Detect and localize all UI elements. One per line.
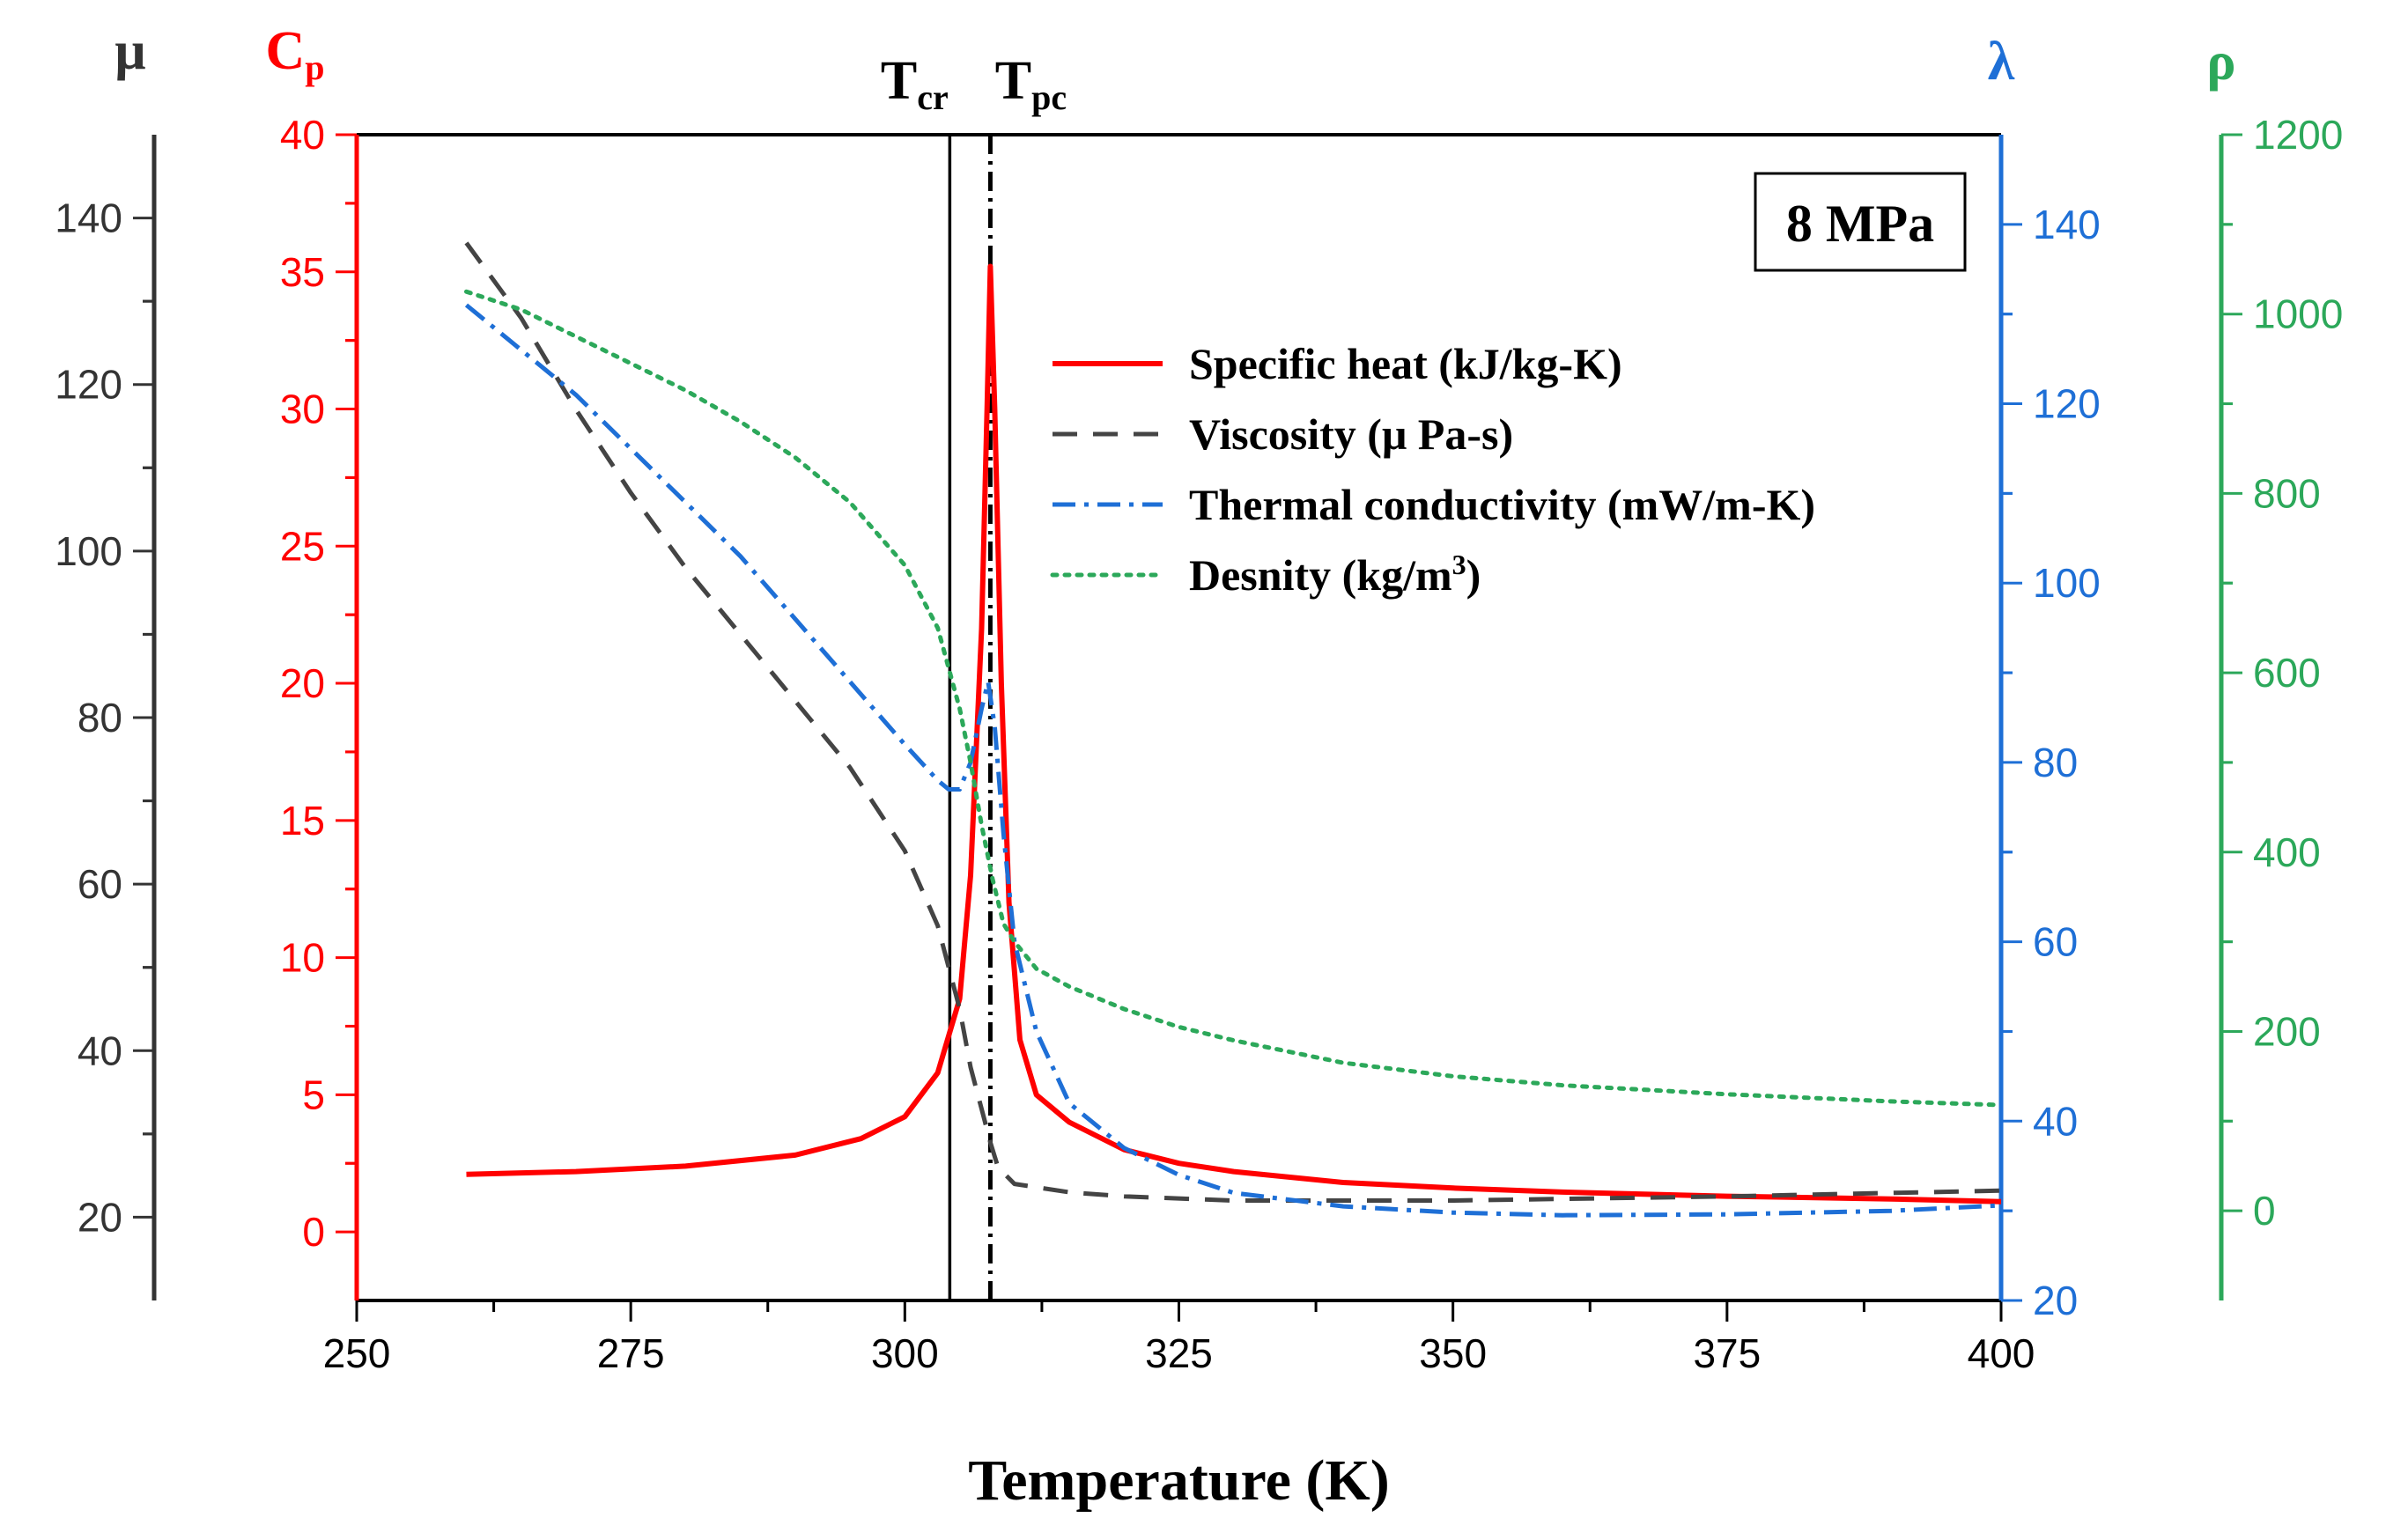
y-tick-label-cp: 5 bbox=[302, 1072, 325, 1117]
y-tick-label-cp: 35 bbox=[280, 249, 325, 295]
y-tick-label-mu: 40 bbox=[78, 1028, 122, 1073]
y-tick-label-cp: 30 bbox=[280, 387, 325, 432]
y-axis-title-mu: μ bbox=[114, 21, 145, 81]
y-tick-label-lambda: 100 bbox=[2033, 560, 2101, 606]
x-tick-label: 250 bbox=[323, 1330, 391, 1376]
y-tick-label-mu: 100 bbox=[55, 528, 122, 574]
y-tick-label-cp: 25 bbox=[280, 523, 325, 569]
y-tick-label-lambda: 80 bbox=[2033, 740, 2078, 785]
y-tick-label-mu: 120 bbox=[55, 362, 122, 408]
y-tick-label-cp: 20 bbox=[280, 660, 325, 706]
y-tick-label-cp: 40 bbox=[280, 112, 325, 158]
x-tick-label: 300 bbox=[871, 1330, 939, 1376]
x-tick-label: 400 bbox=[1968, 1330, 2035, 1376]
y-axis-title-rho: ρ bbox=[2206, 32, 2235, 92]
y-tick-label-rho: 0 bbox=[2253, 1188, 2276, 1234]
x-axis-title: Temperature (K) bbox=[968, 1448, 1389, 1513]
y-axis-mu: 20 40 60 80 100 120 140 μ bbox=[55, 21, 157, 1300]
y-tick-label-lambda: 140 bbox=[2033, 202, 2101, 247]
y-axis-title-lambda: λ bbox=[1988, 32, 2015, 92]
y-tick-label-cp: 10 bbox=[280, 935, 325, 981]
y-axis-rho: 0 200 400 600 800 1000 1200 ρ bbox=[2206, 32, 2343, 1300]
vline-label-pc: Tpc bbox=[995, 51, 1067, 117]
x-tick-label: 275 bbox=[597, 1330, 665, 1376]
x-tick-label: 375 bbox=[1693, 1330, 1761, 1376]
y-tick-label-lambda: 40 bbox=[2033, 1098, 2078, 1144]
y-axis-title-cp: Cp bbox=[265, 21, 324, 87]
y-tick-label-mu: 140 bbox=[55, 195, 122, 241]
pressure-annotation: 8 MPa bbox=[1754, 172, 1967, 272]
y-tick-label-mu: 80 bbox=[78, 695, 122, 740]
x-tick-label: 325 bbox=[1145, 1330, 1213, 1376]
legend-label-2: Thermal conductivity (mW/m-K) bbox=[1189, 480, 1815, 529]
y-tick-label-rho: 1200 bbox=[2253, 112, 2343, 158]
y-tick-label-rho: 400 bbox=[2253, 829, 2321, 875]
y-tick-label-mu: 20 bbox=[78, 1194, 122, 1240]
pressure-annotation-box bbox=[1754, 172, 1967, 272]
y-axis-cp: 0 5 10 15 20 25 30 35 40 Cp bbox=[265, 21, 359, 1300]
series-line-1 bbox=[464, 241, 2002, 1203]
series-line-2 bbox=[464, 303, 2002, 1218]
y-tick-label-rho: 600 bbox=[2253, 650, 2321, 696]
series-layer bbox=[464, 241, 2004, 1218]
y-tick-label-rho: 800 bbox=[2253, 470, 2321, 516]
legend-label-3: Desnity (kg/m3) bbox=[1189, 549, 1481, 600]
y-tick-label-cp: 15 bbox=[280, 798, 325, 844]
y-tick-label-lambda: 60 bbox=[2033, 919, 2078, 965]
y-tick-label-rho: 1000 bbox=[2253, 291, 2343, 337]
y-tick-label-lambda: 120 bbox=[2033, 381, 2101, 427]
y-tick-label-cp: 0 bbox=[302, 1209, 325, 1255]
pressure-annotation-text: 8 MPa bbox=[1786, 195, 1934, 253]
y-tick-label-mu: 60 bbox=[78, 861, 122, 907]
series-line-0 bbox=[466, 263, 2002, 1205]
legend-label-0: Specific heat (kJ/kg-K) bbox=[1189, 339, 1622, 388]
x-tick-label: 350 bbox=[1419, 1330, 1487, 1376]
series-line-3 bbox=[464, 289, 2004, 1108]
legend-label-1: Viscosity (μ Pa-s) bbox=[1189, 409, 1513, 459]
legend: Specific heat (kJ/kg-K) Viscosity (μ Pa-s… bbox=[1050, 339, 1815, 600]
y-tick-label-rho: 200 bbox=[2253, 1008, 2321, 1054]
vline-label-cr: Tcr bbox=[881, 51, 949, 117]
y-axis-lambda: 20 40 60 80 100 120 140 λ bbox=[1988, 32, 2101, 1323]
y-tick-label-lambda: 20 bbox=[2033, 1278, 2078, 1323]
